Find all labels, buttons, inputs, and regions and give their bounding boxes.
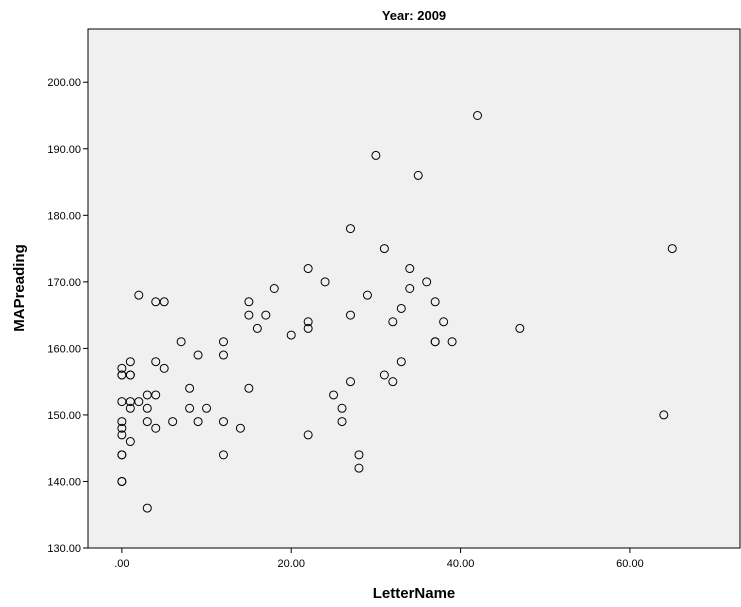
data-point (159, 363, 169, 373)
data-point (261, 310, 271, 320)
data-point (447, 337, 457, 347)
data-point (405, 264, 415, 274)
data-point (117, 363, 127, 373)
data-point (117, 423, 127, 433)
data-point (134, 290, 144, 300)
data-point (218, 450, 228, 460)
data-point (345, 310, 355, 320)
data-point (193, 350, 203, 360)
data-point (396, 357, 406, 367)
data-point (218, 337, 228, 347)
data-point (354, 463, 364, 473)
data-point (142, 417, 152, 427)
data-point (405, 284, 415, 293)
data-point (286, 330, 296, 340)
data-point (345, 377, 355, 387)
data-point (117, 417, 127, 427)
data-point (430, 297, 440, 307)
data-point (473, 111, 483, 120)
data-point (125, 357, 135, 367)
data-point (151, 423, 161, 433)
y-tick-label: 140.00 (47, 476, 81, 488)
data-point (117, 476, 127, 486)
data-point (159, 297, 169, 307)
data-point (244, 383, 254, 393)
data-point (515, 323, 525, 333)
data-point (185, 383, 195, 393)
data-point (422, 277, 432, 287)
data-point (379, 370, 389, 380)
y-tick-label: 200.00 (47, 77, 81, 89)
data-point (252, 323, 262, 333)
data-point (320, 277, 330, 287)
x-axis: .00 20.00 40.00 60.00 (114, 548, 644, 570)
data-point (151, 390, 161, 400)
data-point (667, 244, 677, 254)
data-point (337, 403, 347, 413)
chart-title: Year: 2009 (382, 8, 446, 23)
data-point (185, 403, 195, 413)
x-axis-label: LetterName (373, 585, 456, 602)
y-axis: 130.00 140.00 150.00 160.00 170.00 180.00 190.… (47, 77, 88, 555)
y-tick-label: 180.00 (47, 210, 81, 222)
data-point (430, 337, 440, 347)
y-axis-label: MAPreading (11, 244, 28, 332)
x-tick-label: 40.00 (447, 558, 475, 570)
y-tick-label: 190.00 (47, 144, 81, 156)
data-point (379, 244, 389, 254)
data-point (125, 403, 135, 413)
data-point (117, 430, 127, 440)
data-point (329, 390, 339, 400)
x-tick-label: 60.00 (616, 558, 644, 570)
data-point (193, 417, 203, 427)
data-point (244, 310, 254, 320)
data-points (117, 111, 677, 513)
data-point (303, 264, 313, 274)
data-point (151, 357, 161, 367)
data-point (235, 423, 245, 433)
data-point (388, 317, 398, 327)
data-point (117, 450, 127, 460)
x-tick-label: 20.00 (277, 558, 305, 570)
data-point (269, 284, 279, 293)
y-tick-label: 150.00 (47, 410, 81, 422)
data-point (142, 503, 152, 513)
data-point (244, 297, 254, 307)
data-point (371, 150, 381, 160)
data-point (168, 417, 178, 427)
data-point (659, 410, 669, 420)
data-point (176, 337, 186, 347)
data-point (142, 403, 152, 413)
data-point (439, 317, 449, 327)
data-point (396, 303, 406, 313)
data-point (303, 323, 313, 333)
y-tick-label: 170.00 (47, 277, 81, 289)
y-tick-label: 130.00 (47, 543, 81, 555)
data-point (337, 417, 347, 427)
data-point (218, 350, 228, 360)
x-tick-label: .00 (114, 558, 129, 570)
data-point (125, 370, 135, 380)
data-point (345, 224, 355, 234)
data-point (202, 403, 212, 413)
y-tick-label: 160.00 (47, 343, 81, 355)
data-point (413, 170, 423, 180)
data-point (218, 417, 228, 427)
data-point (125, 437, 135, 447)
data-point (362, 290, 372, 300)
data-point (303, 430, 313, 440)
data-point (388, 377, 398, 387)
data-point (134, 397, 144, 407)
data-point (303, 317, 313, 327)
data-point (354, 450, 364, 460)
